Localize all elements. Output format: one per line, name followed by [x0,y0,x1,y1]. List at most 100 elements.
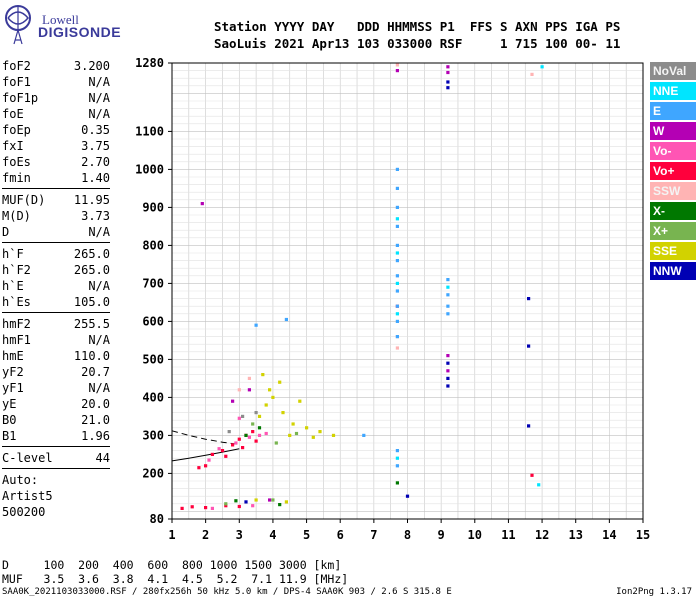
echo-point [395,205,399,209]
echo-point [254,439,258,443]
param-name: M(D) [2,209,31,223]
y-tick-label: 400 [142,390,164,404]
echo-point [247,388,251,392]
param-value: 265.0 [73,247,110,261]
echo-points [180,63,544,510]
param-row: foEs 2.70 [2,154,110,170]
y-tick-label: 1000 [135,162,164,176]
param-value: N/A [88,91,110,105]
legend-item-w: W [650,122,696,140]
echo-point [395,449,399,453]
param-row: fxI 3.75 [2,138,110,154]
echo-point [247,376,251,380]
echo-point [210,452,214,456]
param-row: hmF2 255.5 [2,316,110,332]
echo-point [395,63,399,67]
param-row: h`E N/A [2,278,110,294]
legend-item-nne: NNE [650,82,696,100]
x-tick-label: 14 [602,528,616,542]
param-row: h`F2 265.0 [2,262,110,278]
echo-point [530,72,534,76]
y-tick-label: 200 [142,466,164,480]
echo-point [227,430,231,434]
y-tick-label: 800 [142,238,164,252]
param-row: foF2 3.200 [2,58,110,74]
param-row: foEp 0.35 [2,122,110,138]
echo-point [331,433,336,437]
x-tick-label: 15 [636,528,650,542]
y-tick-label: 500 [142,352,164,366]
x-tick-label: 4 [269,528,276,542]
footer-file-info: SAA0K_2021103033000.RSF / 280fx256h 50 k… [2,587,452,597]
param-name: B1 [2,429,17,443]
param-name: MUF(D) [2,193,46,207]
footer-version: Ion2Png 1.3.17 [616,587,692,597]
auto-scaling-line: 500200 [2,505,46,519]
echo-point [395,217,399,221]
echo-point [237,504,241,509]
echo-point [395,167,399,171]
echo-point [395,464,399,468]
x-tick-label: 3 [236,528,243,542]
y-tick-label: 700 [142,276,164,290]
echo-point [540,65,544,69]
echo-point [261,373,265,377]
series-ssw [237,63,534,392]
echo-point [244,433,248,437]
param-name: fmin [2,171,31,185]
traced-curve-line [171,430,240,445]
param-row: D N/A [2,224,110,240]
echo-point [446,361,450,365]
param-value: 255.5 [73,317,110,331]
param-value: 20.0 [81,397,110,411]
param-value: N/A [88,381,110,395]
y-tick-label: 900 [142,200,164,214]
echo-point [395,281,399,285]
param-separator [2,446,110,447]
echo-point [204,464,208,468]
echo-point [288,433,292,437]
echo-point [537,483,541,487]
legend-item-ssw: SSW [650,182,696,200]
echo-point [446,293,450,297]
echo-point [247,435,251,439]
echo-point [362,433,366,437]
series-x [234,426,399,507]
echo-point [268,498,272,502]
echo-point [395,346,399,350]
echo-point [395,319,399,323]
param-value: 11.95 [73,193,110,207]
echo-point [231,399,235,403]
param-value: N/A [88,225,110,239]
y-tick-label: 300 [142,428,164,442]
param-name: foEp [2,123,31,137]
echo-point [527,297,531,301]
param-value: N/A [88,279,110,293]
param-separator [2,188,110,189]
param-value: 1.96 [81,429,110,443]
echo-point [395,312,399,316]
param-name: D [2,225,10,239]
legend-item-x: X- [650,202,696,220]
param-row: B1 1.96 [2,428,110,444]
param-row: h`Es 105.0 [2,294,110,310]
param-row: hmE 110.0 [2,348,110,364]
echo-point [241,446,245,450]
param-name: foF1p [2,91,39,105]
echo-point [237,437,241,441]
echo-point [395,481,399,485]
echo-point [530,473,534,477]
echo-point [224,502,228,506]
legend-item-noval: NoVal [650,62,696,80]
param-value: 21.0 [81,413,110,427]
param-value: 3.75 [81,139,110,153]
param-row: foF1 N/A [2,74,110,90]
d-distance-row: D 100 200 400 600 800 1000 1500 3000 [km… [2,558,342,572]
param-row: yF2 20.7 [2,364,110,380]
param-row: yE 20.0 [2,396,110,412]
echo-point [446,312,450,316]
param-name: hmE [2,349,24,363]
echo-point [200,202,204,206]
param-separator [2,312,110,313]
